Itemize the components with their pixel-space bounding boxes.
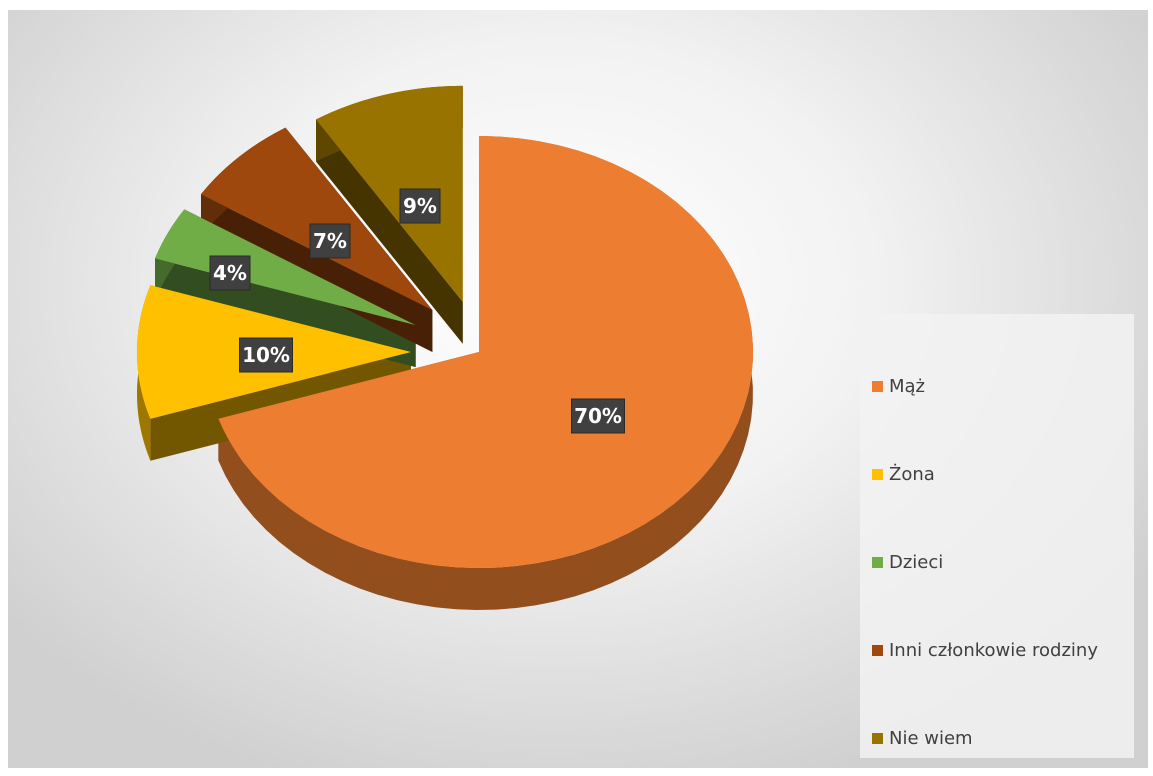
legend-item-5: Nie wiem bbox=[860, 694, 1134, 768]
data-label-text-2: 10% bbox=[242, 343, 290, 367]
legend-label-5: Nie wiem bbox=[889, 727, 973, 749]
legend-label-4: Inni członkowie rodziny bbox=[889, 639, 1098, 661]
pie-slice-1 bbox=[218, 136, 753, 568]
data-label-1: 70% bbox=[571, 398, 625, 434]
data-label-text-4: 7% bbox=[313, 229, 347, 253]
data-label-text-3: 4% bbox=[213, 261, 247, 285]
legend-item-1: Mąż bbox=[860, 342, 1134, 430]
legend-swatch-5 bbox=[872, 732, 883, 744]
pie-slice-5 bbox=[316, 85, 463, 302]
legend-label-3: Dzieci bbox=[889, 551, 944, 573]
data-label-3: 4% bbox=[209, 255, 251, 291]
legend-item-4: Inni członkowie rodziny bbox=[860, 606, 1134, 694]
chart-area: 70% 10% 4% 7% 9% Mąż Żona Dzieci Inni członkowi… bbox=[8, 10, 1148, 768]
data-label-5: 9% bbox=[399, 188, 441, 224]
legend-item-2: Żona bbox=[860, 430, 1134, 518]
pie-chart: 70% 10% 4% 7% 9% bbox=[136, 85, 753, 610]
legend-item-3: Dzieci bbox=[860, 518, 1134, 606]
data-label-text-5: 9% bbox=[403, 194, 437, 218]
legend-swatch-3 bbox=[872, 556, 883, 568]
legend-swatch-2 bbox=[872, 468, 883, 480]
data-label-text-1: 70% bbox=[574, 404, 622, 428]
pie-slice-3 bbox=[155, 209, 416, 326]
data-label-4: 7% bbox=[309, 223, 351, 259]
pie-slice-4 bbox=[200, 127, 433, 310]
legend-swatch-1 bbox=[872, 380, 883, 392]
legend: Mąż Żona Dzieci Inni członkowie rodziny Nie … bbox=[860, 314, 1134, 758]
legend-label-2: Żona bbox=[889, 463, 935, 485]
legend-label-1: Mąż bbox=[889, 375, 926, 397]
data-label-2: 10% bbox=[239, 337, 293, 373]
legend-swatch-4 bbox=[872, 644, 883, 656]
